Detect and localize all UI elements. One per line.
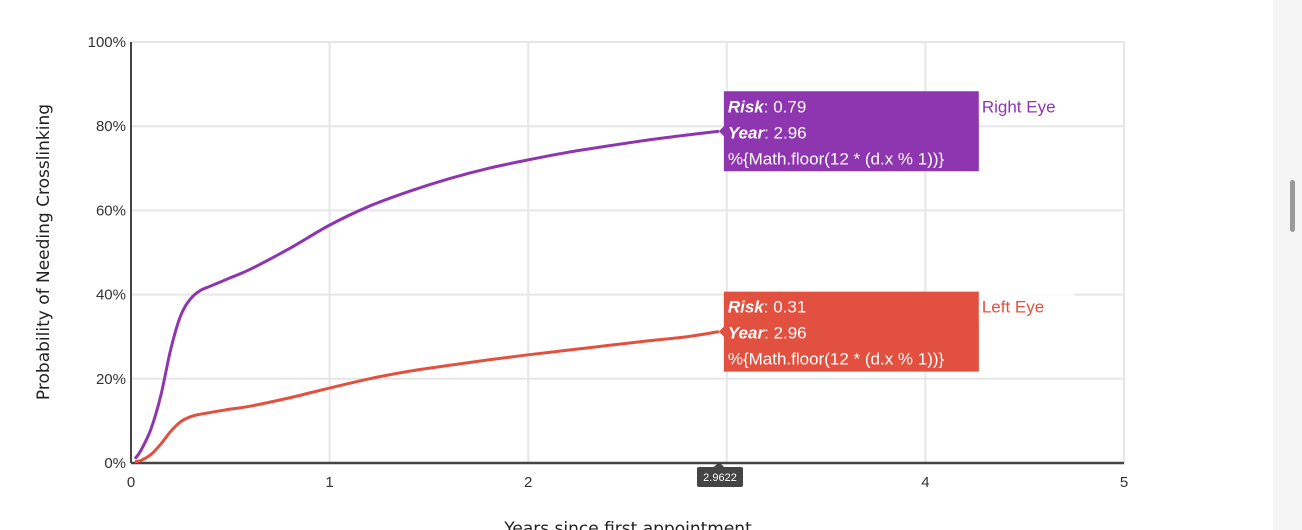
series-lines (133, 129, 720, 464)
y-tick-label: 100% (88, 34, 126, 51)
scrollbar-thumb[interactable] (1290, 180, 1295, 232)
right-eye-name-backdrop (978, 91, 1074, 122)
x-tick-label: 2 (524, 474, 532, 491)
left-eye-tooltip-pointer (718, 325, 725, 338)
left-eye-name-backdrop (978, 291, 1074, 322)
left-eye-tooltip-box (723, 291, 979, 372)
x-tick-label: 1 (325, 474, 333, 491)
x-tick-label: 0 (127, 474, 135, 491)
y-axis-title: Probability of Needing Crosslinking (34, 104, 54, 400)
left-eye-tooltip-extra: %{Math.floor(12 * (d.x % 1))} (728, 350, 945, 369)
x-tick-label: 5 (1120, 474, 1128, 491)
hover-x-pointer (714, 462, 724, 467)
y-tick-labels: 0% 20% 40% 60% 80% 100% (88, 34, 126, 472)
left-eye-name-label: Left Eye (982, 298, 1044, 317)
right-eye-tooltip-box (723, 91, 979, 172)
y-tick-label: 40% (96, 287, 126, 304)
y-tick-label: 60% (96, 202, 126, 219)
left-eye-line (134, 330, 720, 464)
right-eye-tooltip-row: Year: 2.96 (728, 123, 807, 142)
axes (130, 42, 1124, 465)
hover-tooltips: Risk: 0.79 Year: 2.96 %{Math.floor(12 * (d… (718, 91, 1074, 372)
left-eye-tooltip-row: Risk: 0.31 (728, 298, 806, 317)
right-eye-name-label: Right Eye (982, 97, 1056, 116)
left-eye-tooltip-row: Year: 2.96 (728, 324, 807, 343)
hover-x-box (697, 467, 743, 487)
x-axis-title: Years since first appointment (503, 519, 752, 530)
left-eye-tooltip: Risk: 0.31 Year: 2.96 %{Math.floor(12 * (d… (718, 291, 1074, 372)
chart: 0%20%40%60%80%100% 012345 Probability of… (34, 34, 1128, 530)
y-tick-label: 0% (104, 455, 126, 472)
right-eye-tooltip-extra: %{Math.floor(12 * (d.x % 1))} (728, 149, 945, 168)
right-eye-tooltip: Risk: 0.79 Year: 2.96 %{Math.floor(12 * (d… (718, 91, 1074, 172)
hover-x-marker: 2.9622 (697, 462, 743, 487)
y-tick-label: 20% (96, 371, 126, 388)
y-tick-label: 80% (96, 118, 126, 135)
right-eye-tooltip-row: Risk: 0.79 (728, 97, 806, 116)
right-eye-tooltip-pointer (718, 125, 725, 138)
scrollbar-track[interactable] (1273, 0, 1302, 530)
hover-x-label: 2.9622 (703, 472, 737, 484)
right-eye-line (133, 129, 720, 460)
x-tick-labels: 012345 (127, 474, 1128, 491)
x-tick-label: 4 (921, 474, 929, 491)
